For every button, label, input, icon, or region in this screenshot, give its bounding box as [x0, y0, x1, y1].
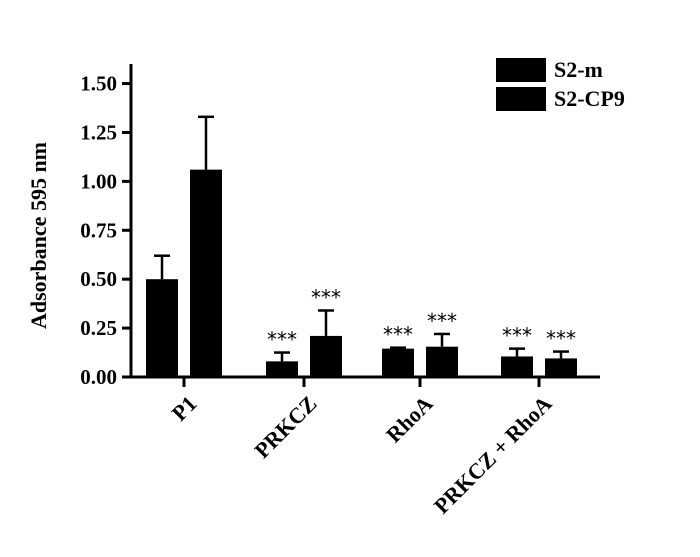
x-tick-label: P1 [167, 391, 202, 426]
legend-swatch-s2-cp9 [496, 87, 546, 111]
significance-label: *** [546, 327, 576, 351]
x-tick-label: RhoA [381, 391, 438, 448]
bar-s2-m [382, 348, 414, 377]
legend-label: S2-CP9 [554, 86, 625, 111]
significance-label: *** [383, 323, 413, 347]
bar-s2-m [266, 361, 298, 377]
legend-label: S2-m [554, 57, 603, 82]
bar-s2-cp9 [310, 335, 342, 377]
significance-label: *** [267, 328, 297, 352]
y-tick-label: 0.00 [80, 365, 117, 389]
error-bars [154, 115, 569, 362]
y-tick-label: 1.25 [80, 120, 117, 144]
y-tick-label: 0.75 [80, 218, 117, 242]
y-tick-label: 0.50 [80, 267, 117, 291]
y-tick-label: 1.50 [80, 72, 117, 96]
bars [146, 169, 577, 377]
y-axis-title: Adsorbance 595 nm [26, 142, 51, 329]
bar-s2-cp9 [545, 358, 577, 377]
bar-s2-cp9 [190, 169, 222, 377]
significance-label: *** [311, 285, 341, 309]
legend-swatch-s2-m [496, 58, 546, 82]
x-tick-label: PRKCZ [249, 391, 321, 463]
legend: S2-m S2-CP9 [496, 57, 625, 111]
y-tick-label: 0.25 [80, 316, 117, 340]
significance-label: *** [427, 309, 457, 333]
significance-annotations: *** *** *** *** *** *** [267, 285, 576, 351]
bar-s2-m [501, 356, 533, 377]
significance-label: *** [502, 324, 532, 348]
y-tick-label: 1.00 [80, 169, 117, 193]
bar-s2-m [146, 279, 178, 377]
x-tick-label: PRKCZ + RhoA [429, 391, 557, 519]
bar-s2-cp9 [426, 346, 458, 377]
